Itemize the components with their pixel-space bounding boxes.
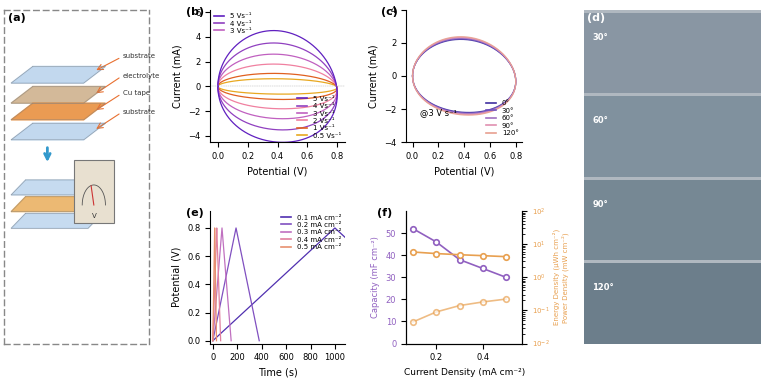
Text: (b): (b) [186, 7, 204, 17]
Text: (a): (a) [8, 13, 26, 23]
Polygon shape [11, 66, 106, 83]
Y-axis label: Current (mA): Current (mA) [369, 44, 379, 108]
Polygon shape [11, 213, 103, 229]
Y-axis label: Capacity (mF cm⁻²): Capacity (mF cm⁻²) [371, 236, 380, 318]
Text: (e): (e) [186, 208, 204, 218]
Polygon shape [11, 180, 103, 195]
Text: substrate: substrate [123, 53, 156, 59]
Bar [73, 160, 114, 223]
X-axis label: Time (s): Time (s) [258, 368, 298, 378]
Text: substrate: substrate [123, 109, 156, 115]
Bar [584, 263, 761, 344]
Legend: 0°, 30°, 60°, 90°, 120°: 0°, 30°, 60°, 90°, 120° [486, 100, 519, 136]
X-axis label: Current Density (mA cm⁻²): Current Density (mA cm⁻²) [403, 368, 525, 377]
Text: 60°: 60° [593, 117, 608, 125]
Text: Cu tape: Cu tape [123, 90, 150, 96]
Legend: 0.1 mA cm⁻², 0.2 mA cm⁻², 0.3 mA cm⁻², 0.4 mA cm⁻², 0.5 mA cm⁻²: 0.1 mA cm⁻², 0.2 mA cm⁻², 0.3 mA cm⁻², 0… [281, 215, 341, 250]
Polygon shape [11, 196, 103, 212]
Text: (c): (c) [380, 7, 397, 17]
Polygon shape [11, 86, 106, 103]
X-axis label: Potential (V): Potential (V) [434, 166, 494, 176]
Polygon shape [11, 123, 106, 140]
Y-axis label: Current (mA): Current (mA) [173, 44, 183, 108]
Text: 30°: 30° [593, 33, 608, 42]
Text: 120°: 120° [593, 283, 614, 293]
Polygon shape [11, 103, 106, 120]
Y-axis label: Energy Density (μWh cm⁻²)
Power Density (mW cm⁻²): Energy Density (μWh cm⁻²) Power Density … [552, 229, 568, 325]
Text: (f): (f) [377, 208, 392, 218]
X-axis label: Potential (V): Potential (V) [247, 166, 308, 176]
Text: electrolyte: electrolyte [123, 73, 160, 79]
Legend: 5 Vs⁻¹, 4 Vs⁻¹, 3 Vs⁻¹, 2 Vs⁻¹, 1 Vs⁻¹, 0.5 Vs⁻¹: 5 Vs⁻¹, 4 Vs⁻¹, 3 Vs⁻¹, 2 Vs⁻¹, 1 Vs⁻¹, … [297, 96, 341, 139]
Text: @3 V s⁻¹: @3 V s⁻¹ [420, 108, 457, 117]
Text: (d): (d) [588, 13, 605, 23]
Y-axis label: Potential (V): Potential (V) [172, 247, 182, 308]
Bar [584, 13, 761, 93]
Bar [584, 96, 761, 177]
Text: V: V [92, 213, 96, 219]
Bar [584, 180, 761, 260]
Text: 90°: 90° [593, 200, 608, 209]
